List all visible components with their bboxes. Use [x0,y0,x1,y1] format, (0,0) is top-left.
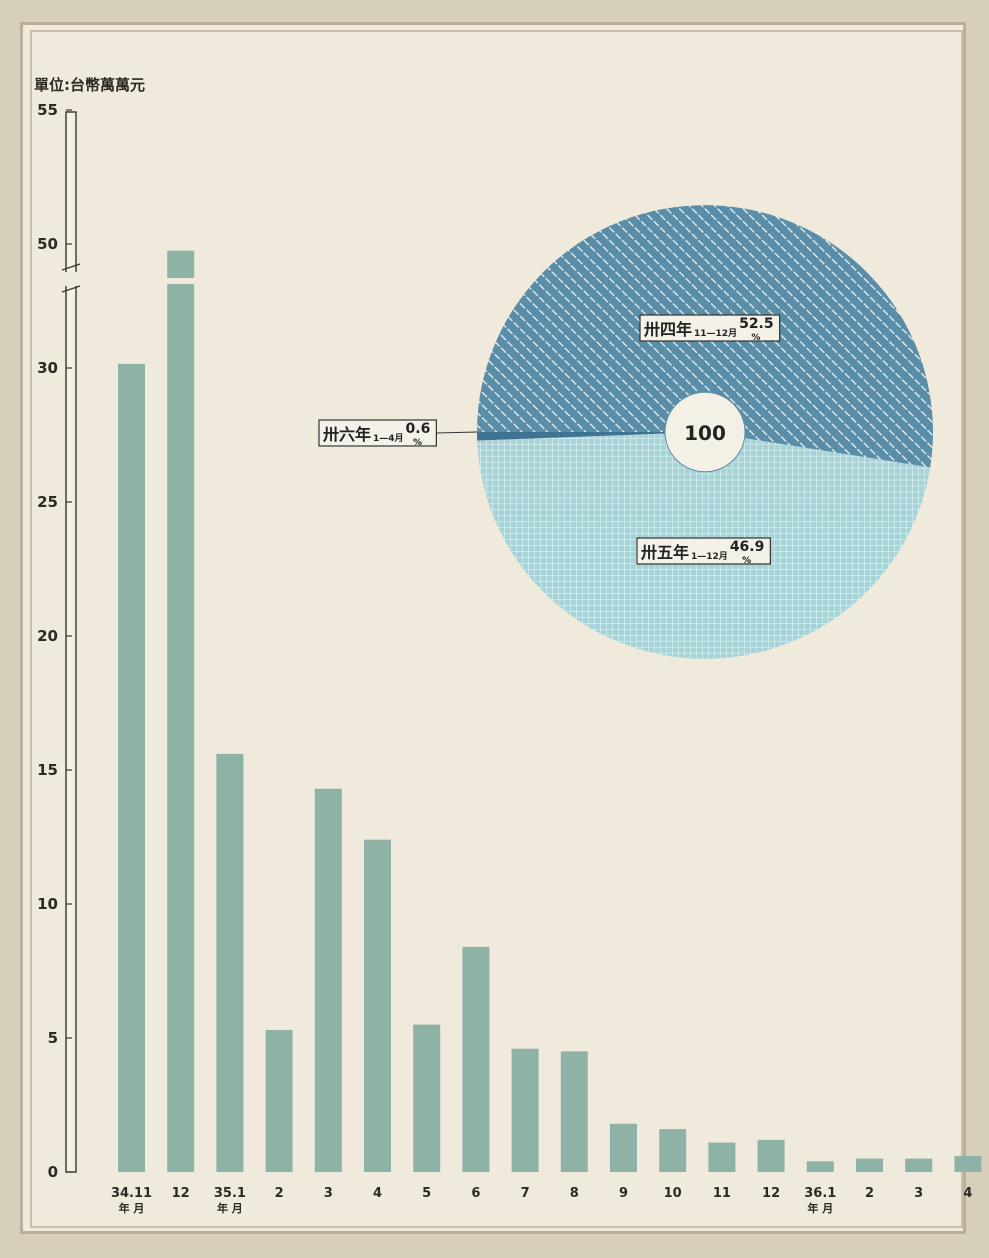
bar [167,250,195,1172]
x-tick-label: 12 [762,1186,780,1201]
pie-slice-pct: % [413,438,422,448]
x-tick-label: 12 [172,1186,190,1201]
bar [856,1158,883,1172]
x-tick-label: 4 [963,1186,972,1201]
y-tick-label: 50 [37,235,58,253]
axis-break-mark [61,263,81,271]
bar [610,1123,637,1172]
pie-leader-line [436,431,478,434]
bar [364,839,391,1172]
bar [462,946,490,1172]
pie-chart: 100 [477,205,934,659]
pie-slice-period: 11—12月 [694,328,737,339]
bar [905,1158,933,1172]
pie-slice-pct: % [742,556,751,566]
y-tick-label: 15 [37,761,58,779]
bar [954,1155,982,1172]
pie-center-hole [664,391,746,473]
bar [757,1139,785,1172]
bars [118,250,982,1173]
bar [659,1129,687,1172]
x-tick-sublabel: 年 月 [119,1201,145,1215]
y-tick-label: 55 [37,101,58,119]
unit-label: 單位:台幣萬萬元 [34,76,145,94]
x-tick-label: 2 [275,1186,284,1201]
x-tick-label: 36.1 [804,1186,836,1201]
y-axis: 0 5 10 15 20 25 30 50 55 [37,101,81,1181]
x-tick-label: 5 [422,1186,431,1201]
y-tick-label: 0 [48,1163,58,1181]
y-tick-label: 25 [37,493,58,511]
pie-slice-name: 卅五年 [641,543,689,562]
bar [118,363,145,1173]
axis-break-gap [65,272,77,286]
x-tick-label: 8 [570,1186,579,1201]
x-tick-label: 2 [865,1186,874,1201]
pie-slice-label: 卅六年 1—4月0.6% [318,419,478,448]
x-tick-label: 6 [471,1186,480,1201]
pie-slice-period: 1—12月 [691,551,728,562]
bar [511,1048,539,1172]
x-tick-label: 35.1 [214,1186,246,1201]
bar [314,788,342,1172]
y-tick-label: 30 [37,359,58,377]
pie-slice-pct: % [751,333,760,343]
x-tick-sublabel: 年 月 [217,1201,243,1215]
x-tick-label: 4 [373,1186,382,1201]
x-tick-sublabel: 年 月 [807,1201,833,1215]
pie-slice-period: 1—4月 [373,433,404,444]
pie-slice-value: 0.6 [406,421,431,437]
bar [216,753,244,1172]
y-tick-label: 5 [48,1029,58,1047]
pie-center-label: 100 [684,421,726,445]
y-tick-label: 10 [37,895,58,913]
axis-break-mark [61,285,81,293]
y-axis-bar [65,111,77,1173]
y-tick-label: 20 [37,627,58,645]
bar [560,1051,588,1172]
x-tick-label: 7 [521,1186,530,1201]
x-tick-label: 3 [324,1186,333,1201]
pie-slice-value: 46.9 [730,539,765,555]
x-tick-label: 9 [619,1186,628,1201]
pie-slice-name: 卅六年 [323,425,371,444]
x-axis-labels: 34.11年 月12 35.1年 月2 3 4 5 6 7 8 9 10 11 12 36.1年 月2 3… [111,1186,972,1215]
pie-slice-value: 52.5 [739,316,774,332]
bar [806,1161,834,1172]
x-tick-label: 11 [713,1186,731,1201]
pie-slice-name: 卅四年 [644,320,692,339]
pie-slice [477,432,705,441]
bar [265,1029,293,1172]
x-tick-label: 10 [664,1186,682,1201]
x-tick-label: 34.11 [111,1186,152,1201]
x-tick-label: 3 [914,1186,923,1201]
bar [708,1142,736,1172]
bar-break-gap [166,278,196,284]
bar [413,1024,441,1172]
